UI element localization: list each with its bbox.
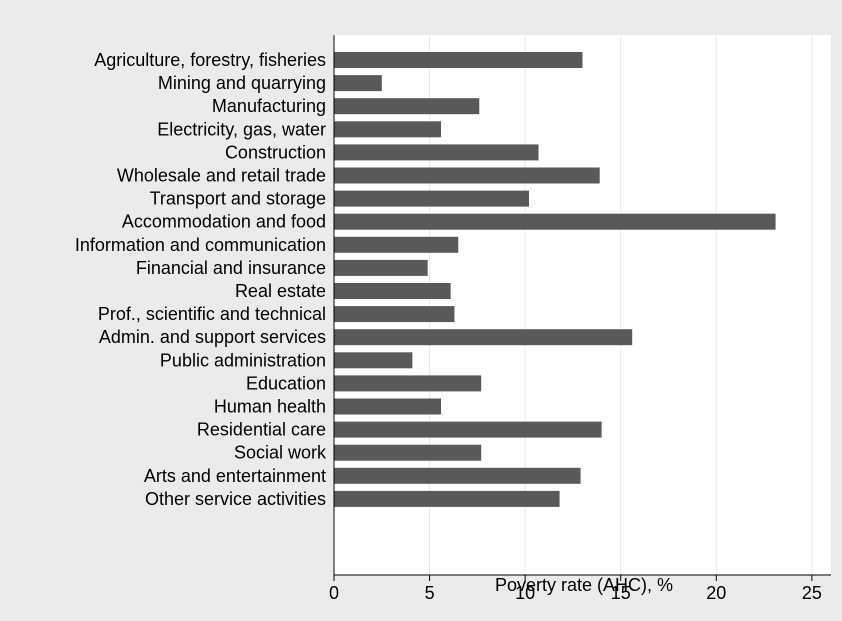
bar: [334, 144, 539, 161]
x-tick-label: 15: [611, 583, 631, 603]
category-label: Electricity, gas, water: [157, 119, 326, 139]
x-tick-label: 0: [329, 583, 339, 603]
x-axis-title: Poverty rate (AHC), %: [495, 575, 673, 595]
category-label: Education: [246, 373, 326, 393]
bar: [334, 75, 382, 92]
category-label: Residential care: [197, 420, 326, 440]
bar: [334, 259, 428, 276]
bar: [334, 121, 442, 138]
x-axis: 0 5 10 15 20 25: [329, 35, 831, 603]
category-label: Accommodation and food: [122, 212, 326, 232]
x-tick-label: 10: [515, 583, 535, 603]
bar: [334, 236, 459, 253]
x-tick-label: 20: [706, 583, 726, 603]
category-label: Prof., scientific and technical: [98, 304, 326, 324]
bar: [334, 421, 602, 438]
bar: [334, 190, 529, 207]
bar: [334, 375, 482, 392]
bar: [334, 98, 480, 115]
category-label: Construction: [225, 142, 326, 162]
category-label: Other service activities: [145, 489, 326, 509]
bar: [334, 52, 583, 68]
category-label: Information and communication: [75, 235, 326, 255]
bar: [334, 398, 442, 415]
category-label: Transport and storage: [150, 189, 326, 209]
category-label: Public administration: [160, 350, 326, 370]
bar: [334, 467, 581, 484]
category-labels: Agriculture, forestry, fisheries Mining a…: [75, 50, 327, 509]
bar: [334, 213, 776, 230]
bar: [334, 329, 633, 346]
category-label: Manufacturing: [212, 96, 326, 116]
category-label: Financial and insurance: [136, 258, 326, 278]
bar: [334, 283, 451, 299]
category-label: Human health: [214, 397, 326, 417]
bar: [334, 352, 413, 369]
x-tick-label: 25: [802, 583, 822, 603]
bar: [334, 167, 600, 184]
category-label: Admin. and support services: [99, 327, 326, 347]
category-label: Arts and entertainment: [144, 466, 326, 486]
bar: [334, 444, 482, 461]
bar: [334, 490, 560, 507]
category-label: Wholesale and retail trade: [117, 166, 326, 186]
x-tick-label: 5: [425, 583, 435, 603]
bar: [334, 306, 455, 323]
bars: [334, 52, 776, 507]
category-label: Real estate: [235, 281, 326, 301]
category-label: Mining and quarrying: [158, 73, 326, 93]
category-label: Social work: [234, 443, 327, 463]
category-label: Agriculture, forestry, fisheries: [94, 50, 326, 70]
